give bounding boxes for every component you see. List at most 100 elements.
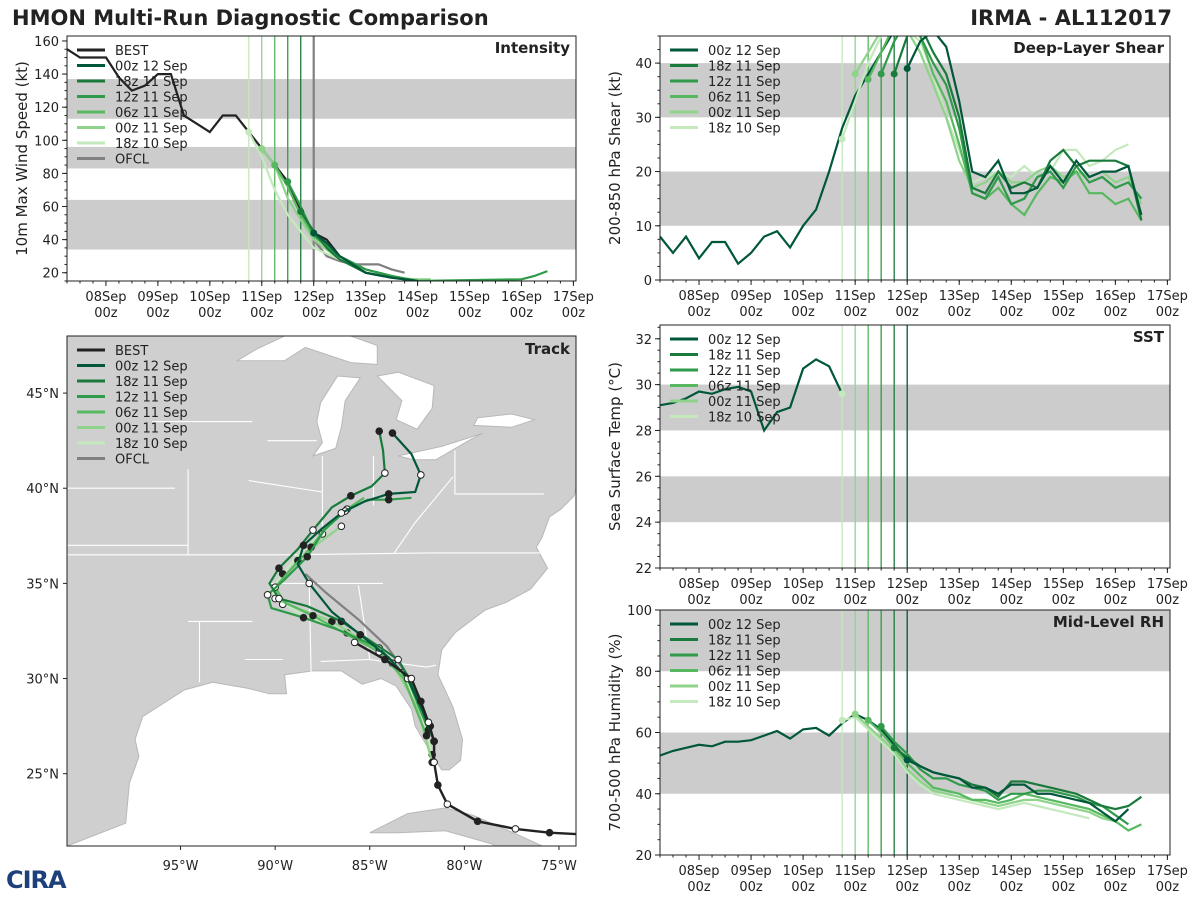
rh-xtick-hour: 00z xyxy=(1156,880,1180,895)
track-run-marker xyxy=(309,526,317,534)
shear-xtick-hour: 00z xyxy=(1156,305,1180,320)
sst-ylabel: Sea Surface Temp (°C) xyxy=(606,362,624,531)
shear-legend-label: 00z 11 Sep xyxy=(708,106,781,121)
sst-xtick-day: 14Sep xyxy=(991,577,1032,592)
track-best-marker xyxy=(430,758,438,767)
rh-xtick-day: 17Sep xyxy=(1147,864,1188,879)
rh-xtick-day: 12Sep xyxy=(887,864,928,879)
track-legend-label: 06z 11 Sep xyxy=(115,406,188,421)
sst-legend-label: 18z 11 Sep xyxy=(708,349,781,364)
sst-legend-label: 00z 11 Sep xyxy=(708,395,781,410)
intensity-panel-title: Intensity xyxy=(495,39,571,57)
shear-xtick-day: 15Sep xyxy=(1043,289,1084,304)
track-best-marker xyxy=(407,674,416,683)
shear-run-start-dot xyxy=(851,70,859,78)
sst-xtick-hour: 00z xyxy=(948,593,972,608)
intensity-plot-area xyxy=(67,36,576,281)
lon-tick-label: 90°W xyxy=(257,859,293,874)
sst-xtick-hour: 00z xyxy=(1156,593,1180,608)
sst-legend-label: 18z 10 Sep xyxy=(708,411,781,426)
intensity-ytick-label: 20 xyxy=(42,267,59,282)
sst-xtick-hour: 00z xyxy=(739,593,763,608)
sst-xtick-day: 11Sep xyxy=(835,577,876,592)
sst-ytick-label: 22 xyxy=(635,562,652,577)
intensity-ytick-label: 140 xyxy=(34,68,59,83)
track-best-marker xyxy=(381,655,389,664)
sst-xtick-hour: 00z xyxy=(1104,593,1128,608)
intensity-xtick-hour: 00z xyxy=(302,306,326,321)
track-best-marker xyxy=(350,638,359,647)
track-best-marker xyxy=(424,718,433,727)
rh-xtick-hour: 00z xyxy=(843,880,867,895)
sst-xtick-hour: 00z xyxy=(687,593,711,608)
track-best-marker xyxy=(417,697,425,706)
shear-panel: 01020304008Sep00z09Sep00z10Sep00z11Sep00… xyxy=(606,35,1188,320)
intensity-xtick-day: 12Sep xyxy=(293,290,334,305)
intensity-xtick-day: 10Sep xyxy=(189,290,230,305)
rh-run-start-dot xyxy=(838,716,846,724)
intensity-xtick-day: 11Sep xyxy=(241,290,282,305)
sst-xtick-hour: 00z xyxy=(896,593,920,608)
track-run-marker xyxy=(299,613,308,622)
sst-ytick-label: 30 xyxy=(635,379,652,394)
lat-tick-label: 25°N xyxy=(26,768,59,783)
intensity-best-line xyxy=(67,48,392,279)
rh-xtick-day: 14Sep xyxy=(991,864,1032,879)
sst-xtick-hour: 00z xyxy=(843,593,867,608)
sst-xtick-day: 10Sep xyxy=(783,577,824,592)
shear-xtick-day: 10Sep xyxy=(783,289,824,304)
lon-tick-label: 75°W xyxy=(541,859,577,874)
track-legend-label: 00z 11 Sep xyxy=(115,422,188,437)
page-title: HMON Multi-Run Diagnostic Comparison xyxy=(12,6,489,30)
rh-ylabel: 700-500 hPa Humidity (%) xyxy=(606,633,624,831)
sst-frame xyxy=(659,324,1171,569)
intensity-legend-label: 00z 11 Sep xyxy=(115,122,188,137)
shear-run-line xyxy=(867,36,1143,221)
shear-xtick-hour: 00z xyxy=(739,305,763,320)
rh-panel: 2040608010008Sep00z09Sep00z10Sep00z11Sep… xyxy=(606,604,1188,895)
sst-xtick-day: 13Sep xyxy=(939,577,980,592)
intensity-xtick-hour: 00z xyxy=(250,306,274,321)
rh-panel-title: Mid-Level RH xyxy=(1053,613,1164,631)
rh-xtick-day: 10Sep xyxy=(783,864,824,879)
intensity-legend-label: OFCL xyxy=(115,153,150,168)
shear-legend-label: 12z 11 Sep xyxy=(708,75,781,90)
lon-tick-label: 80°W xyxy=(446,859,482,874)
intensity-xtick-hour: 00z xyxy=(354,306,378,321)
great-lake xyxy=(235,336,378,366)
intensity-legend-label: 12z 11 Sep xyxy=(115,91,188,106)
sst-legend-label: 00z 12 Sep xyxy=(708,333,781,348)
shear-legend-label: 18z 11 Sep xyxy=(708,60,781,75)
rh-shaded-band xyxy=(660,610,1170,672)
shear-ytick-label: 20 xyxy=(635,166,652,181)
rh-run-line xyxy=(841,715,1090,820)
lat-tick-label: 30°N xyxy=(26,673,59,688)
intensity-xtick-day: 16Sep xyxy=(501,290,542,305)
track-best-marker xyxy=(584,831,591,838)
track-run-marker xyxy=(417,471,425,479)
sst-legend-label: 12z 11 Sep xyxy=(708,364,781,379)
sst-xtick-hour: 00z xyxy=(791,593,815,608)
intensity-run-start-dot xyxy=(245,128,253,136)
lon-tick-label: 95°W xyxy=(163,859,199,874)
rh-xtick-day: 08Sep xyxy=(679,864,720,879)
track-run-marker xyxy=(275,594,283,603)
intensity-run-line xyxy=(313,232,418,281)
track-run-marker xyxy=(394,655,402,664)
shear-xtick-day: 12Sep xyxy=(887,289,928,304)
shear-run-start-dot xyxy=(890,70,898,78)
rh-xtick-hour: 00z xyxy=(1052,880,1076,895)
track-run-marker xyxy=(275,564,283,572)
cira-logo: CIRA xyxy=(6,866,67,894)
shear-run-start-dot xyxy=(864,75,872,83)
shear-xtick-day: 08Sep xyxy=(679,289,720,304)
track-run-marker xyxy=(356,630,365,639)
sst-xtick-day: 15Sep xyxy=(1043,577,1084,592)
rh-xtick-hour: 00z xyxy=(739,880,763,895)
track-run-marker xyxy=(337,522,346,531)
rh-run-start-dot xyxy=(877,722,885,730)
rh-xtick-hour: 00z xyxy=(1104,880,1128,895)
sst-legend-label: 06z 11 Sep xyxy=(708,380,781,395)
intensity-panel: 2040608010012014016008Sep00z09Sep00z10Se… xyxy=(13,35,594,321)
intensity-shaded-band xyxy=(67,79,576,119)
